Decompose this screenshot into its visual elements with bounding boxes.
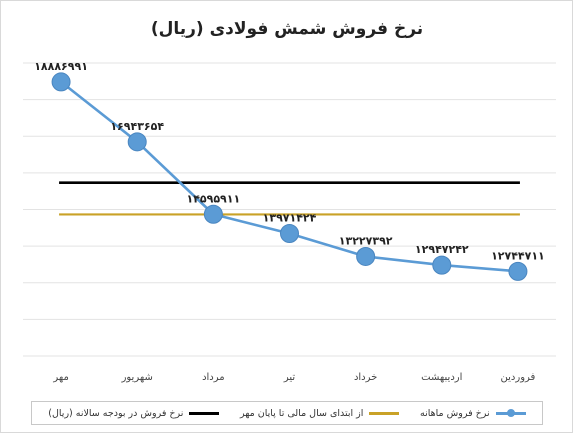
data-labels: ۱۲۷۴۴۷۱۱ ۱۲۹۴۷۲۴۲ ۱۳۲۲۷۳۹۲ ۱۳۹۷۱۴۲۴ ۱۴۵۹۵۹۱۱…	[34, 60, 545, 262]
x-tick-label: فروردین	[501, 372, 536, 383]
legend-item-monthly: نرخ فروش ماهانه	[420, 408, 526, 419]
data-label: ۱۴۵۹۵۹۱۱	[186, 192, 240, 205]
data-point	[51, 72, 71, 92]
data-label: ۱۳۲۲۷۳۹۲	[339, 234, 393, 247]
legend: نرخ فروش ماهانه از ابتدای سال مالی تا پا…	[31, 401, 543, 425]
data-label: ۱۲۷۴۴۷۱۱	[491, 249, 545, 262]
gridlines	[23, 62, 556, 357]
data-label: ۱۳۹۷۱۴۲۴	[263, 212, 317, 225]
legend-label-budget: نرخ فروش در بودجه سالانه (ریال)	[48, 407, 184, 419]
data-label: ۱۶۹۴۳۶۵۴	[110, 120, 164, 133]
x-tick-label: تیر	[283, 372, 296, 383]
data-point	[203, 204, 223, 224]
x-tick-label: مهر	[52, 372, 68, 383]
chart-title: نرخ فروش شمش فولادی (ریال)	[151, 19, 423, 39]
legend-label-ytd: از ابتدای سال مالی تا پایان مهر	[240, 407, 364, 419]
data-label: ۱۸۸۸۶۹۹۱	[34, 60, 88, 73]
data-point	[127, 132, 147, 152]
legend-item-ytd: از ابتدای سال مالی تا پایان مهر	[240, 407, 400, 419]
data-point	[280, 224, 299, 244]
data-point	[508, 261, 528, 281]
legend-label-monthly: نرخ فروش ماهانه	[420, 407, 490, 419]
legend-item-budget: نرخ فروش در بودجه سالانه (ریال)	[48, 407, 220, 419]
x-tick-label: اردیبهشت	[421, 372, 462, 383]
x-tick-label: مرداد	[202, 372, 225, 383]
data-label: ۱۲۹۴۷۲۴۲	[415, 243, 469, 256]
data-point	[432, 255, 452, 275]
x-tick-label: خرداد	[354, 372, 377, 383]
x-axis-labels: فروردین اردیبهشت خرداد تیر مرداد شهریور مهر	[52, 372, 535, 383]
legend-swatch-monthly	[495, 408, 526, 417]
legend-swatch-budget	[189, 411, 220, 415]
data-point	[356, 246, 376, 266]
x-tick-label: شهریور	[121, 372, 153, 383]
legend-swatch-ytd	[369, 411, 400, 415]
data-points	[51, 72, 528, 281]
